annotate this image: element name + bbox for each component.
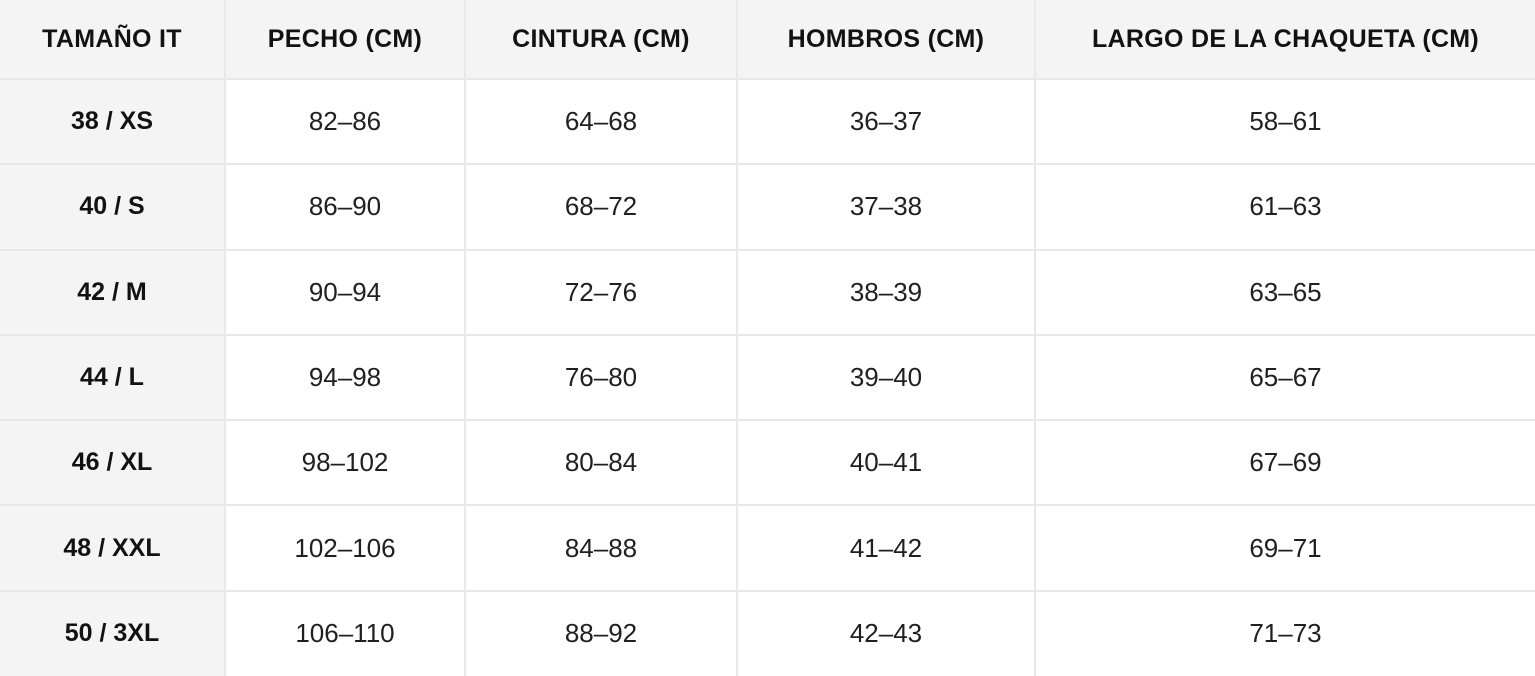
table-row: 44 / L 94–98 76–80 39–40 65–67	[0, 333, 1535, 422]
cintura-cell: 76–80	[464, 333, 738, 422]
largo-cell: 69–71	[1034, 504, 1535, 592]
size-chart-body: 38 / XS 82–86 64–68 36–37 58–61 40 / S 8…	[0, 77, 1535, 676]
largo-cell: 58–61	[1034, 77, 1535, 166]
hombros-cell: 40–41	[736, 419, 1036, 507]
size-cell: 50 / 3XL	[0, 589, 226, 676]
hombros-cell: 42–43	[736, 589, 1036, 676]
table-row: 42 / M 90–94 72–76 38–39 63–65	[0, 248, 1535, 336]
table-row: 38 / XS 82–86 64–68 36–37 58–61	[0, 77, 1535, 166]
header-cell-hombros: HOMBROS (CM)	[736, 0, 1036, 80]
hombros-cell: 38–39	[736, 248, 1036, 336]
pecho-cell: 90–94	[224, 248, 466, 336]
pecho-cell: 102–106	[224, 504, 466, 592]
largo-cell: 71–73	[1034, 589, 1535, 676]
size-chart-header: TAMAÑO IT PECHO (CM) CINTURA (CM) HOMBRO…	[0, 0, 1535, 80]
header-row: TAMAÑO IT PECHO (CM) CINTURA (CM) HOMBRO…	[0, 0, 1535, 80]
size-cell: 40 / S	[0, 163, 226, 251]
cintura-cell: 72–76	[464, 248, 738, 336]
header-cell-cintura: CINTURA (CM)	[464, 0, 738, 80]
cintura-cell: 68–72	[464, 163, 738, 251]
size-cell: 42 / M	[0, 248, 226, 336]
largo-cell: 65–67	[1034, 333, 1535, 422]
pecho-cell: 98–102	[224, 419, 466, 507]
pecho-cell: 86–90	[224, 163, 466, 251]
header-cell-pecho: PECHO (CM)	[224, 0, 466, 80]
hombros-cell: 41–42	[736, 504, 1036, 592]
table-row: 50 / 3XL 106–110 88–92 42–43 71–73	[0, 589, 1535, 676]
largo-cell: 67–69	[1034, 419, 1535, 507]
size-cell: 44 / L	[0, 333, 226, 422]
hombros-cell: 37–38	[736, 163, 1036, 251]
table-row: 40 / S 86–90 68–72 37–38 61–63	[0, 163, 1535, 251]
hombros-cell: 36–37	[736, 77, 1036, 166]
header-cell-tamano: TAMAÑO IT	[0, 0, 226, 80]
size-cell: 48 / XXL	[0, 504, 226, 592]
largo-cell: 63–65	[1034, 248, 1535, 336]
pecho-cell: 106–110	[224, 589, 466, 676]
size-cell: 46 / XL	[0, 419, 226, 507]
table-row: 46 / XL 98–102 80–84 40–41 67–69	[0, 419, 1535, 507]
size-cell: 38 / XS	[0, 77, 226, 166]
cintura-cell: 80–84	[464, 419, 738, 507]
header-cell-largo: LARGO DE LA CHAQUETA (CM)	[1034, 0, 1535, 80]
cintura-cell: 64–68	[464, 77, 738, 166]
largo-cell: 61–63	[1034, 163, 1535, 251]
hombros-cell: 39–40	[736, 333, 1036, 422]
table-row: 48 / XXL 102–106 84–88 41–42 69–71	[0, 504, 1535, 592]
cintura-cell: 84–88	[464, 504, 738, 592]
cintura-cell: 88–92	[464, 589, 738, 676]
pecho-cell: 82–86	[224, 77, 466, 166]
pecho-cell: 94–98	[224, 333, 466, 422]
